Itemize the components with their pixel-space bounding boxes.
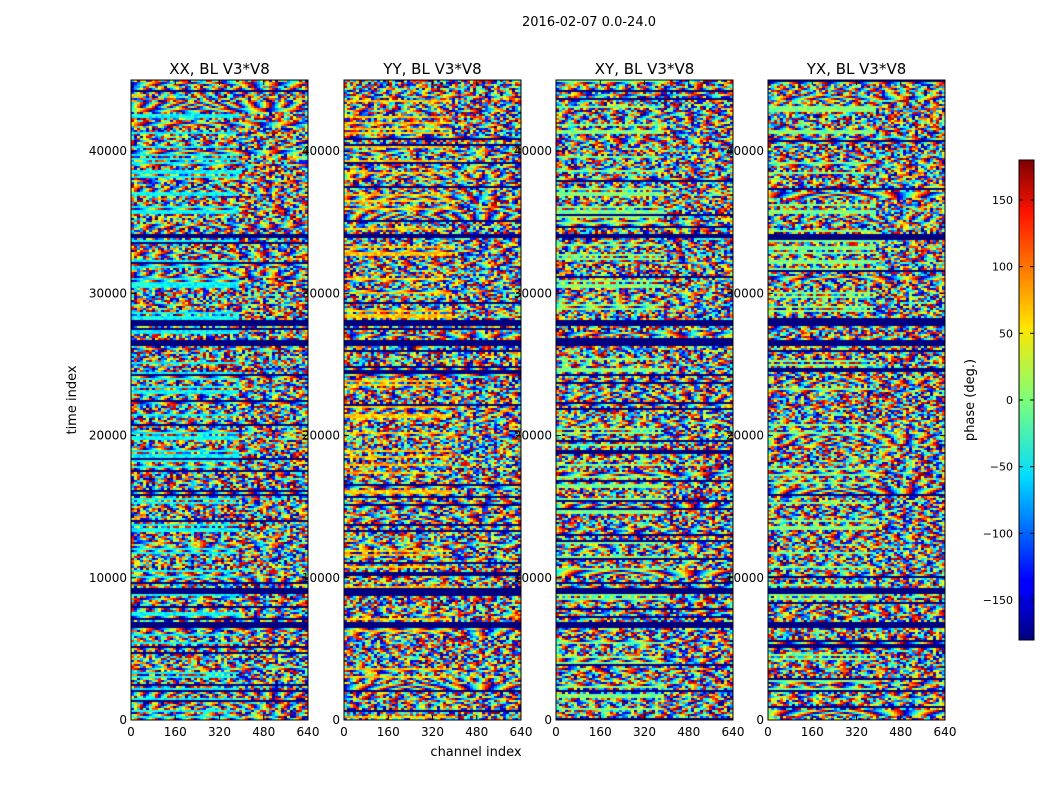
x-tick-label: 320 xyxy=(845,725,868,739)
x-tick-label: 0 xyxy=(127,725,135,739)
x-tick-label: 640 xyxy=(722,725,745,739)
y-tick-label: 30000 xyxy=(514,286,552,300)
x-tick-label: 640 xyxy=(510,725,533,739)
x-tick-label: 0 xyxy=(340,725,348,739)
colorbar-tick-label: −100 xyxy=(983,527,1013,540)
colorbar-ticks: 150 100 50 0 −50 −100 −150 xyxy=(983,194,1034,607)
y-tick-label: 30000 xyxy=(726,286,764,300)
x-axis-label: channel index xyxy=(430,745,521,760)
panel-title-xx: XX, BL V3*V8 xyxy=(169,60,270,78)
panel-title-yx: YX, BL V3*V8 xyxy=(806,60,907,78)
y-tick-label: 40000 xyxy=(514,144,552,158)
colorbar-tick-label: 50 xyxy=(999,327,1013,340)
x-tick-label: 640 xyxy=(934,725,957,739)
colorbar-tick-label: 100 xyxy=(992,261,1013,274)
y-tick-label: 0 xyxy=(332,713,340,727)
panel-title-xy: XY, BL V3*V8 xyxy=(595,60,695,78)
x-tick-label: 480 xyxy=(889,725,912,739)
x-tick-label: 160 xyxy=(589,725,612,739)
x-tick-label: 160 xyxy=(801,725,824,739)
heatmap-xx xyxy=(131,80,308,720)
y-tick-label: 10000 xyxy=(89,571,127,585)
colorbar-tick-label: 0 xyxy=(1006,394,1013,407)
x-tick-label: 0 xyxy=(552,725,560,739)
x-tick-label: 0 xyxy=(764,725,772,739)
y-tick-label: 0 xyxy=(544,713,552,727)
x-tick-label: 640 xyxy=(297,725,320,739)
colorbar-tick-label: −50 xyxy=(990,461,1013,474)
panel-title-yy: YY, BL V3*V8 xyxy=(382,60,481,78)
y-axis-label: time index xyxy=(65,365,80,434)
heatmap-yx xyxy=(768,80,945,720)
panel-yy: YY, BL V3*V8 0 160 320 480 640 0 10000 20000 3000… xyxy=(302,60,533,739)
y-tick-label: 10000 xyxy=(302,571,340,585)
x-tick-label: 160 xyxy=(377,725,400,739)
x-tick-label: 480 xyxy=(465,725,488,739)
panel-yx: YX, BL V3*V8 0 160 320 480 640 0 10000 20000 3000… xyxy=(726,60,957,739)
x-tick-label: 480 xyxy=(252,725,275,739)
y-tick-label: 20000 xyxy=(302,429,340,443)
colorbar: 150 100 50 0 −50 −100 −150 phase (deg.) xyxy=(963,159,1035,641)
y-tick-label: 40000 xyxy=(726,144,764,158)
y-tick-label: 40000 xyxy=(302,144,340,158)
panels: XX, BL V3*V8 0 160 320 480 640 0 10000 20000 3000… xyxy=(89,60,957,739)
y-tick-label: 20000 xyxy=(89,429,127,443)
y-tick-label: 30000 xyxy=(89,286,127,300)
colorbar-label: phase (deg.) xyxy=(963,359,978,441)
y-tick-label: 40000 xyxy=(89,144,127,158)
colorbar-tick-label: 150 xyxy=(992,194,1013,207)
colorbar-tick-label: −150 xyxy=(983,594,1013,607)
figure-title: 2016-02-07 0.0-24.0 xyxy=(522,15,656,30)
x-tick-label: 320 xyxy=(633,725,656,739)
y-tick-label: 20000 xyxy=(726,429,764,443)
panel-xy: XY, BL V3*V8 0 160 320 480 640 0 10000 20000 3000… xyxy=(514,60,745,739)
y-tick-label: 10000 xyxy=(514,571,552,585)
y-tick-label: 30000 xyxy=(302,286,340,300)
x-tick-label: 320 xyxy=(421,725,444,739)
y-tick-label: 0 xyxy=(119,713,127,727)
heatmap-xy xyxy=(556,80,733,720)
heatmap-yy xyxy=(344,80,521,720)
x-tick-label: 480 xyxy=(677,725,700,739)
x-tick-label: 320 xyxy=(208,725,231,739)
y-tick-label: 0 xyxy=(756,713,764,727)
x-tick-label: 160 xyxy=(164,725,187,739)
y-tick-label: 20000 xyxy=(514,429,552,443)
y-tick-label: 10000 xyxy=(726,571,764,585)
panel-xx: XX, BL V3*V8 0 160 320 480 640 0 10000 20000 3000… xyxy=(89,60,320,739)
